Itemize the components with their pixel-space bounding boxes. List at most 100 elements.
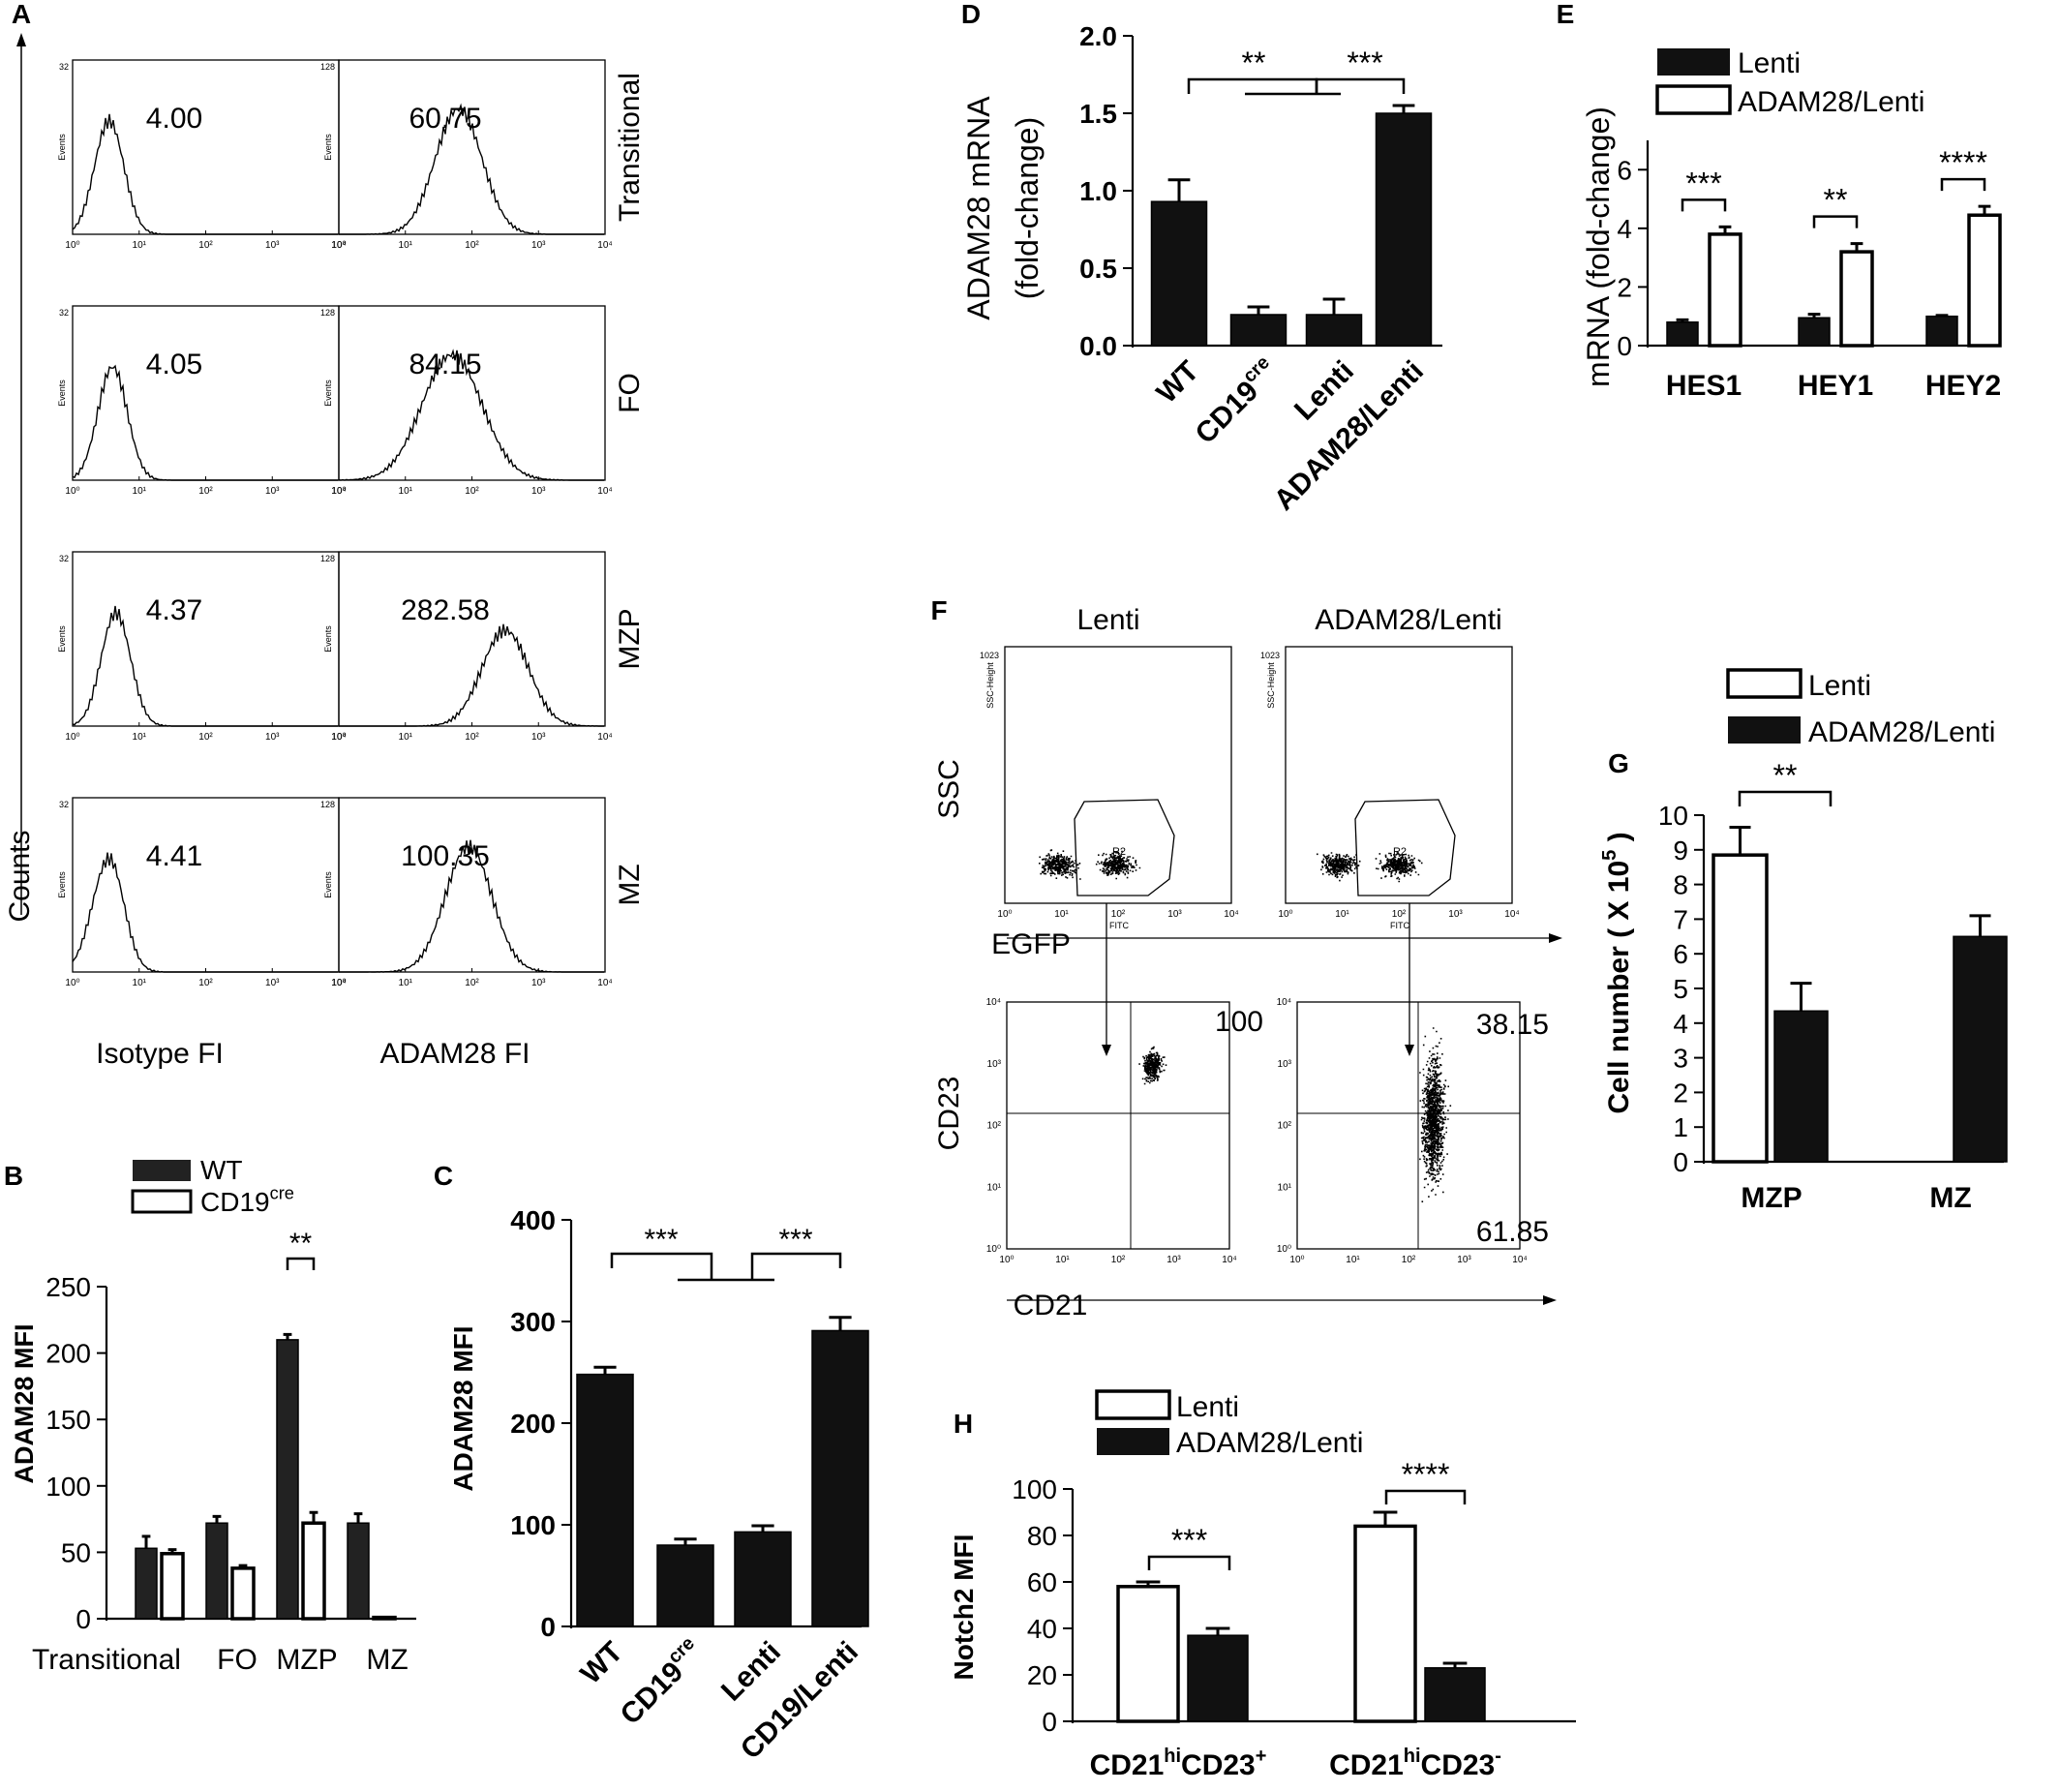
mini-tick-label: 10³ <box>531 486 546 497</box>
histogram-frame <box>72 305 340 481</box>
bar-adam28-lenti <box>1967 213 2002 348</box>
mini-ylabel: Events <box>57 380 67 407</box>
bar-lenti <box>1798 317 1831 347</box>
y-tick-label: 7 <box>1673 904 1688 934</box>
bar-adam28-lenti <box>1708 232 1742 348</box>
mini-tick-label: 10³ <box>1448 909 1463 920</box>
y-tick-label: 2 <box>1617 272 1632 302</box>
adam28-value: 100.35 <box>401 840 490 872</box>
bar-wt <box>135 1547 158 1620</box>
y-tick-label: 0.0 <box>1079 331 1117 361</box>
bar-lenti <box>1712 853 1769 1164</box>
mini-ylabel: Events <box>323 871 333 898</box>
significance-label: ** <box>1773 758 1798 793</box>
label-sup: + <box>1256 1746 1267 1767</box>
bar-1 <box>656 1544 714 1627</box>
mini-tick-label: 10² <box>1111 909 1126 920</box>
label-sup: - <box>1495 1746 1501 1767</box>
mini-tick-label: 10⁰ <box>1277 1244 1291 1255</box>
legend-label-lenti: Lenti <box>1738 47 1801 79</box>
legend-label-adam28-lenti: ADAM28/Lenti <box>1738 86 1924 118</box>
y-tick-label: 20 <box>1027 1660 1057 1690</box>
mini-tick-label: 10⁰ <box>1289 1255 1304 1265</box>
mini-tick-label: 10³ <box>265 240 280 251</box>
mini-tick-label: 10⁴ <box>331 486 346 497</box>
mini-ylabel: Events <box>323 625 333 653</box>
legend-swatch-wt <box>133 1160 191 1181</box>
gate-r2 <box>1074 799 1175 896</box>
panel-f: F Lenti ADAM28/Lenti SSC CD23 1023 SSC-Height F… <box>930 595 1562 1321</box>
bar-wt <box>347 1522 370 1620</box>
x-tick-label: CD21hiCD23+ <box>1090 1746 1267 1781</box>
significance-bracket <box>1738 790 1833 806</box>
scatter-frame <box>1285 646 1513 904</box>
histogram-frame <box>338 551 606 727</box>
bar-2 <box>734 1531 792 1627</box>
cd21-arrowhead <box>1543 1295 1557 1305</box>
histogram-curve <box>339 839 604 973</box>
mini-tick-label: 10³ <box>987 1059 1002 1070</box>
label-unit: X 10 <box>1603 861 1635 921</box>
mini-tick-label: 10³ <box>265 486 280 497</box>
significance-label: **** <box>1939 145 1987 180</box>
legend-swatch-lenti <box>1657 48 1730 76</box>
bar-wt <box>205 1522 228 1620</box>
y-axis-label-ssc: SSC <box>933 759 965 819</box>
histogram-curve <box>72 113 338 235</box>
mini-tick-label: 10⁰ <box>997 909 1012 920</box>
mini-ylabel: SSC-Height <box>1266 662 1276 709</box>
quadrant-frame <box>1006 1001 1230 1250</box>
mini-tick-label: 10² <box>198 240 213 251</box>
mini-ymax: 128 <box>320 62 335 72</box>
mini-tick-label: 10² <box>1278 1121 1292 1132</box>
adam28-value: 282.58 <box>401 594 490 626</box>
bar-adam28-lenti <box>1953 935 2008 1163</box>
histogram-curve <box>339 103 604 235</box>
y-tick-label: 6 <box>1673 939 1688 969</box>
significance-bracket <box>1812 215 1859 228</box>
panel-letter: D <box>961 0 981 29</box>
bar-lenti <box>1925 315 1958 347</box>
mini-tick-label: 10³ <box>1167 909 1182 920</box>
mini-tick-label: 10² <box>465 732 479 743</box>
y-tick-label: 300 <box>510 1307 556 1337</box>
mini-tick-label: 10³ <box>531 732 546 743</box>
mini-ylabel: Events <box>57 134 67 161</box>
mini-tick-label: 10⁰ <box>331 732 346 743</box>
x-tick-label: HEY2 <box>1925 370 2001 402</box>
mini-tick-label: 10⁴ <box>331 732 346 743</box>
y-tick-label: 250 <box>45 1272 91 1302</box>
mini-ymax: 128 <box>320 554 335 563</box>
y-axis-label: Notch2 MFI <box>949 1534 979 1681</box>
significance-label: ** <box>1242 46 1266 80</box>
y-tick-label: 100 <box>510 1510 556 1540</box>
bar-cd19cre <box>160 1552 185 1621</box>
label-main: CD19 <box>200 1187 270 1217</box>
mini-ymax: 128 <box>320 308 335 318</box>
mini-tick-label: 10⁴ <box>1224 909 1238 920</box>
mini-ylabel: Events <box>323 380 333 407</box>
mini-tick-label: 10⁰ <box>65 240 79 251</box>
label-sup: hi <box>1164 1746 1181 1767</box>
mini-tick-label: 10⁰ <box>331 978 346 988</box>
scatter-dots <box>1317 852 1423 883</box>
panel-letter: B <box>4 1161 23 1191</box>
mini-tick-label: 10¹ <box>1055 1255 1070 1265</box>
mini-tick-label: 10⁴ <box>1277 997 1291 1008</box>
mini-tick-label: 10⁰ <box>65 978 79 988</box>
x-tick-label: WT <box>575 1636 629 1690</box>
y-tick-label: 3 <box>1673 1044 1688 1074</box>
label-main: Cell number ( <box>1603 921 1635 1114</box>
mini-tick-label: 10⁴ <box>331 978 346 988</box>
bar-0 <box>1150 200 1208 347</box>
significance-label: *** <box>1347 46 1382 80</box>
legend-swatch-lenti <box>1095 1389 1171 1420</box>
y-axis-label: Cell number ( X 105 ) <box>1599 832 1635 1113</box>
label-main: CD21 <box>1329 1749 1404 1781</box>
column-label-isotype: Isotype FI <box>96 1038 224 1070</box>
label-sup: hi <box>1404 1746 1421 1767</box>
mini-tick-label: 10³ <box>265 978 280 988</box>
mini-tick-label: 10³ <box>531 240 546 251</box>
histogram-frame <box>72 797 340 973</box>
mini-tick-label: 10¹ <box>1346 1255 1360 1265</box>
